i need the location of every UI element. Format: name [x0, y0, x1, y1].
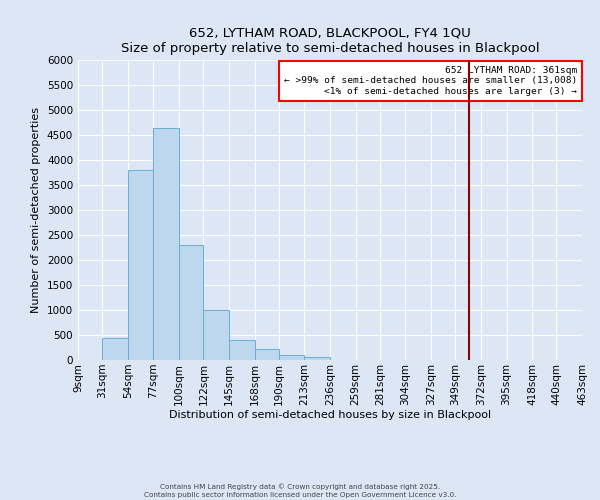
Text: 652 LYTHAM ROAD: 361sqm
← >99% of semi-detached houses are smaller (13,008)
<1% : 652 LYTHAM ROAD: 361sqm ← >99% of semi-d…: [284, 66, 577, 96]
Bar: [279, 355, 304, 360]
Bar: [229, 340, 254, 360]
Bar: [179, 245, 203, 360]
Bar: [304, 356, 330, 360]
Y-axis label: Number of semi-detached properties: Number of semi-detached properties: [31, 107, 41, 313]
Title: 652, LYTHAM ROAD, BLACKPOOL, FY4 1QU
Size of property relative to semi-detached : 652, LYTHAM ROAD, BLACKPOOL, FY4 1QU Siz…: [121, 26, 539, 54]
Text: Contains HM Land Registry data © Crown copyright and database right 2025.
Contai: Contains HM Land Registry data © Crown c…: [144, 484, 456, 498]
Bar: [128, 170, 154, 360]
Bar: [203, 310, 229, 360]
X-axis label: Distribution of semi-detached houses by size in Blackpool: Distribution of semi-detached houses by …: [169, 410, 491, 420]
Bar: [154, 128, 179, 360]
Bar: [254, 348, 279, 360]
Bar: [103, 338, 128, 360]
